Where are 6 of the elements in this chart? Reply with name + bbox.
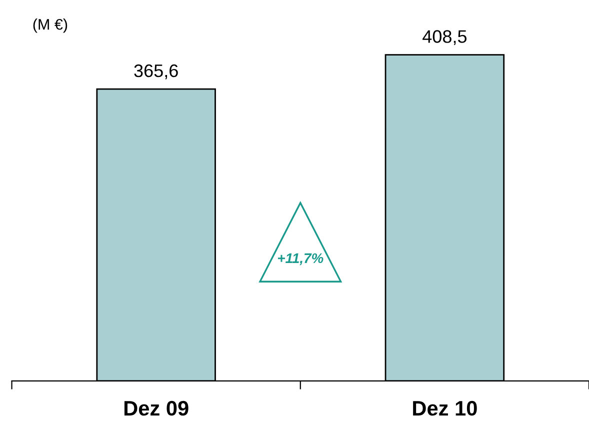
data-label: 365,6 xyxy=(134,64,178,80)
x-tick-label: Dez 09 xyxy=(124,400,188,416)
data-label: 408,5 xyxy=(422,30,467,46)
annotation: +11,7% xyxy=(278,253,324,266)
x-tick-label: Dez 10 xyxy=(413,400,477,416)
y-axis-title: (M €) xyxy=(33,18,68,33)
